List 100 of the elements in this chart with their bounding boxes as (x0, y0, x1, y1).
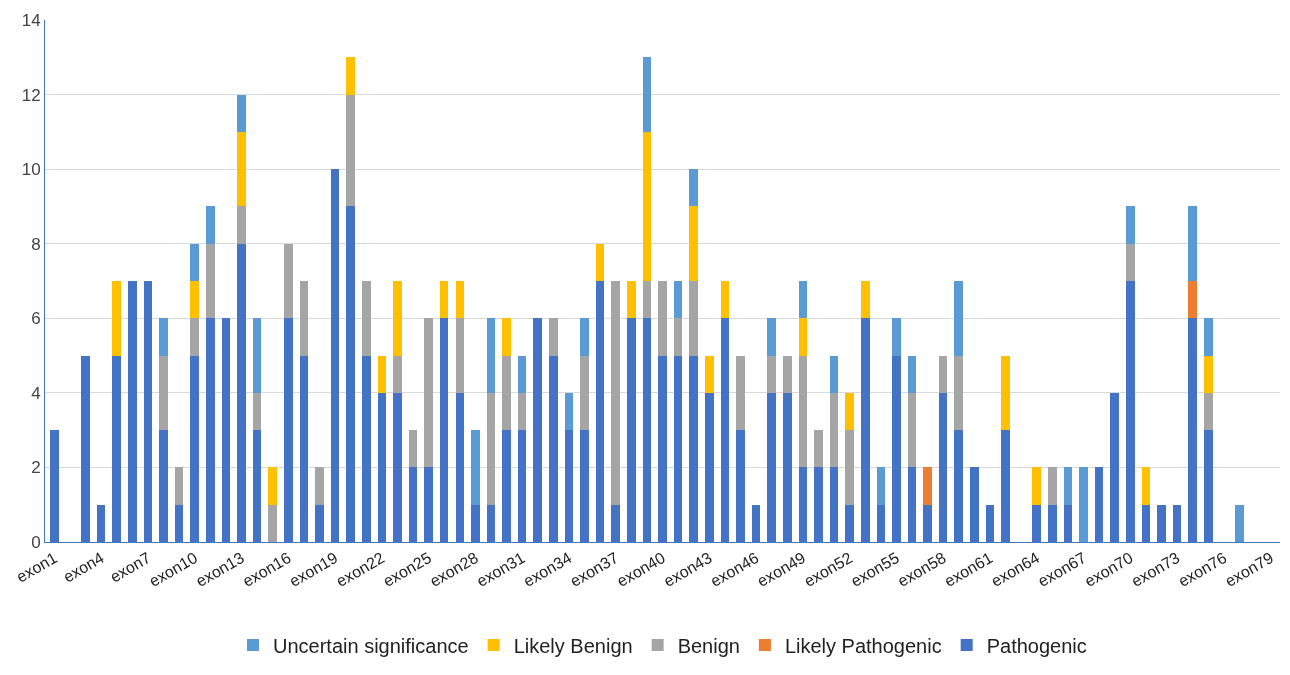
bar (689, 281, 698, 356)
bar (471, 430, 480, 505)
bar (689, 169, 698, 207)
bar (190, 281, 199, 319)
bar (1001, 355, 1010, 431)
bar (673, 318, 683, 356)
bar (502, 355, 511, 431)
bar (268, 467, 277, 505)
bar (642, 57, 652, 132)
bar (393, 281, 402, 356)
y-tick-label: 6 (31, 309, 41, 329)
bar (361, 281, 371, 356)
bar (767, 318, 776, 356)
bar (1048, 467, 1057, 505)
bar (1079, 467, 1088, 542)
bar (829, 355, 839, 393)
bar (174, 467, 184, 505)
bar (1188, 281, 1197, 319)
bar (595, 243, 605, 281)
bar (486, 318, 496, 393)
bar (268, 504, 277, 542)
bar (938, 355, 948, 393)
bar (1188, 206, 1197, 281)
bar (455, 281, 465, 319)
legend-label: Benign (677, 634, 740, 657)
bar (299, 281, 309, 356)
legend-label: Pathogenic (986, 634, 1087, 657)
bar (1126, 243, 1135, 281)
bar (658, 281, 667, 356)
legend-label: Likely Benign (513, 634, 633, 657)
bar (408, 430, 418, 468)
bar (190, 318, 199, 356)
bar (845, 392, 854, 431)
y-tick-label: 4 (31, 383, 41, 403)
bar (907, 355, 917, 393)
bar (1063, 467, 1073, 505)
bar (892, 318, 901, 356)
bar (720, 281, 730, 319)
bar (798, 355, 808, 468)
y-tick-label: 0 (31, 532, 41, 552)
bar (517, 392, 527, 431)
bar (736, 355, 745, 431)
bar (954, 355, 964, 431)
bar (829, 392, 839, 468)
y-tick-label: 2 (31, 458, 41, 478)
bar (486, 392, 496, 505)
bar (1235, 504, 1244, 542)
bar (673, 281, 683, 319)
bar (580, 318, 589, 356)
bar (439, 281, 449, 319)
legend-label: Uncertain significance (273, 634, 469, 657)
bar (1203, 318, 1213, 356)
bar (642, 131, 652, 281)
bar (393, 355, 402, 393)
bar (346, 94, 355, 207)
bar (954, 281, 964, 356)
bar (455, 318, 465, 393)
bar (190, 243, 199, 281)
bar (206, 243, 215, 319)
bar (112, 281, 122, 356)
bar (845, 430, 854, 505)
bar (502, 318, 511, 356)
bar (782, 355, 792, 393)
bar (1032, 467, 1042, 505)
bar (517, 355, 527, 393)
y-tick-label: 14 (21, 10, 41, 30)
bar (860, 281, 870, 319)
bar (206, 206, 215, 244)
bar (767, 355, 776, 393)
bar (377, 355, 387, 393)
bar (1203, 355, 1213, 393)
bar (315, 467, 324, 505)
bar (159, 355, 168, 431)
bar (237, 206, 246, 244)
bar (252, 392, 262, 431)
bar (642, 281, 652, 319)
bar (252, 318, 262, 393)
bar (424, 318, 433, 468)
bar (611, 281, 621, 505)
bar (704, 355, 714, 393)
legend-label: Likely Pathogenic (784, 634, 942, 657)
bar (798, 318, 808, 356)
bar (923, 467, 932, 505)
bar (159, 318, 168, 356)
y-tick-label: 10 (21, 160, 41, 180)
bar (1126, 206, 1135, 244)
bar (283, 243, 293, 319)
bar (627, 281, 636, 319)
bar (798, 281, 808, 319)
bar (876, 467, 886, 505)
bar (564, 392, 574, 431)
bar (580, 355, 589, 431)
bar (814, 430, 823, 468)
y-tick-label: 8 (31, 234, 41, 254)
bar (1141, 467, 1151, 505)
bar (907, 392, 917, 468)
bar (237, 131, 246, 207)
bar (346, 57, 355, 95)
bar (1203, 392, 1213, 431)
bar (689, 206, 698, 281)
